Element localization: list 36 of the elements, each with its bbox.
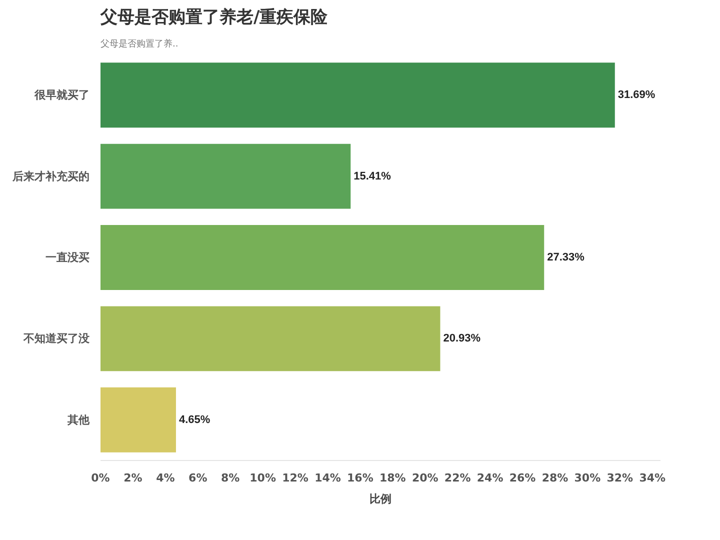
bar: [100, 387, 176, 452]
data-label: 27.33%: [547, 252, 585, 264]
data-label: 4.65%: [178, 414, 210, 426]
x-tick-label: 12%: [282, 472, 308, 484]
x-tick-label: 20%: [412, 472, 438, 484]
y-tick-label: 其他: [66, 413, 90, 426]
data-label: 20.93%: [443, 332, 481, 345]
bar: [100, 225, 544, 290]
data-label: 31.69%: [618, 89, 656, 102]
x-tick-label: 4%: [156, 472, 175, 484]
x-tick-label: 6%: [188, 472, 208, 484]
y-tick-label: 后来才补充买的: [12, 170, 90, 183]
x-tick-label: 24%: [476, 472, 504, 484]
x-tick-label: 26%: [509, 472, 536, 484]
x-tick-label: 22%: [444, 472, 471, 484]
chart-title: 父母是否购置了养老/重疾保险: [100, 8, 329, 28]
x-tick-label: 0%: [91, 472, 110, 484]
x-tick-label: 10%: [250, 472, 276, 484]
chart-subtitle: 父母是否购置了养..: [100, 38, 178, 50]
x-tick-label: 28%: [542, 472, 568, 484]
bar: [100, 62, 615, 128]
x-axis-title: 比例: [370, 492, 392, 506]
x-tick-label: 8%: [221, 472, 240, 484]
y-tick-label: 一直没买: [46, 251, 90, 264]
data-label: 15.41%: [354, 170, 392, 182]
x-tick-label: 18%: [380, 472, 406, 484]
x-tick-label: 2%: [124, 472, 142, 484]
x-tick-label: 16%: [347, 472, 374, 484]
bar: [100, 144, 351, 209]
x-tick-label: 34%: [639, 472, 666, 484]
y-tick-label: 不知道买了没: [22, 332, 90, 346]
x-tick-label: 30%: [574, 472, 601, 484]
bar: [100, 306, 440, 372]
y-tick-label: 很早就买了: [34, 88, 90, 102]
x-tick-label: 32%: [606, 472, 634, 484]
x-tick-label: 14%: [314, 472, 341, 484]
